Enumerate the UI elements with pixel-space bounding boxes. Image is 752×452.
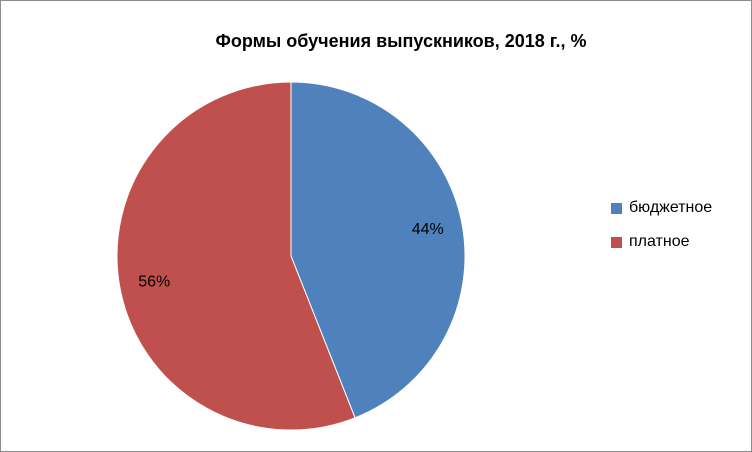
pie-slice-budget (290, 81, 466, 419)
data-label-paid: 56% (138, 273, 170, 290)
legend-swatch-paid (611, 236, 622, 248)
chart-title: Формы обучения выпускников, 2018 г., % (215, 31, 587, 51)
pie-slice-paid (116, 81, 356, 431)
legend-item-paid: платное (611, 231, 712, 253)
legend-item-budget: бюджетное (611, 197, 712, 219)
data-label-budget: 44% (412, 221, 444, 238)
legend: бюджетное платное (611, 197, 712, 265)
legend-label-paid: платное (629, 233, 690, 250)
legend-label-budget: бюджетное (629, 199, 713, 216)
legend-swatch-budget (611, 202, 622, 214)
